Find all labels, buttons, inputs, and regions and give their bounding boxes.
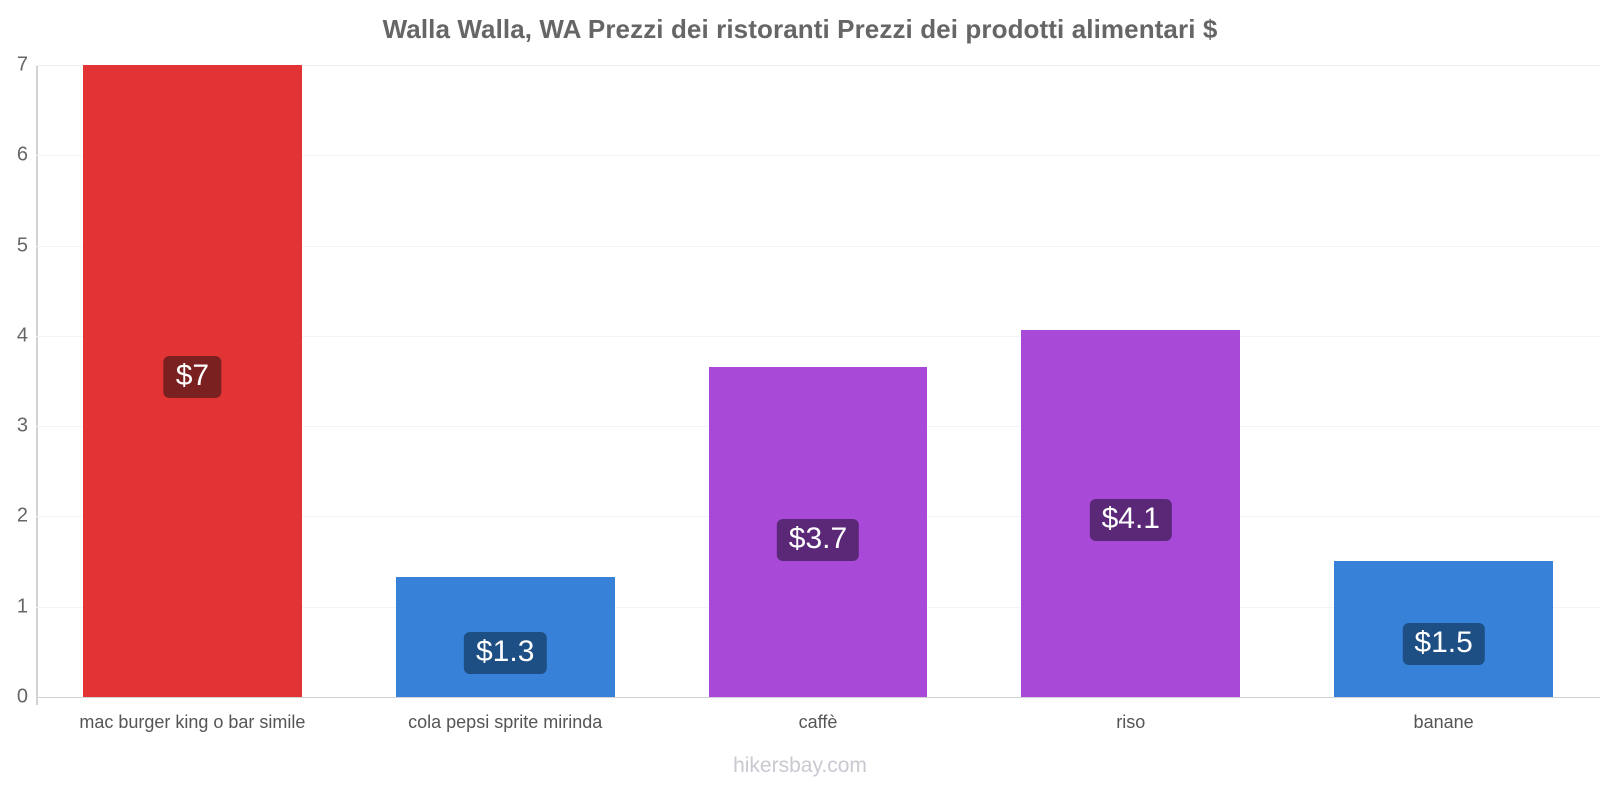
x-tick-label: banane <box>1413 712 1474 732</box>
gridline <box>36 335 1600 337</box>
gridline <box>36 155 1600 157</box>
y-tick-label: 7 <box>16 53 28 76</box>
chart-title: Walla Walla, WA Prezzi dei ristoranti Pr… <box>382 14 1218 44</box>
x-axis-tick-labels: mac burger king o bar simile cola pepsi s… <box>36 712 1600 742</box>
bar-value-label: $1.3 <box>463 632 547 675</box>
y-tick-label: 2 <box>16 504 28 527</box>
gridline <box>36 697 1600 698</box>
y-tick-label: 6 <box>16 143 28 166</box>
bar-value-label: $7 <box>163 355 222 398</box>
y-tick-label: 1 <box>16 595 28 618</box>
bar[interactable]: $3.7 <box>708 366 928 697</box>
bar[interactable]: $1.5 <box>1334 560 1554 697</box>
y-tick-label: 5 <box>16 234 28 257</box>
bar[interactable]: $1.3 <box>395 576 615 697</box>
y-tick-label: 4 <box>16 324 28 347</box>
bar-value-label: $3.7 <box>776 518 860 561</box>
x-tick-label: cola pepsi sprite mirinda <box>408 712 603 732</box>
plot-area: $7 $1.3 $3.7 $4.1 $1.5 <box>36 65 1600 698</box>
y-tick-label: 3 <box>16 414 28 437</box>
x-tick-label: riso <box>1116 712 1146 732</box>
bar-value-label: $1.5 <box>1402 623 1485 666</box>
y-axis-line <box>36 65 38 705</box>
bar[interactable]: $7 <box>82 65 302 697</box>
gridline <box>36 65 1600 66</box>
y-tick-label: 0 <box>16 685 28 708</box>
gridline <box>36 245 1600 247</box>
bar[interactable]: $4.1 <box>1021 330 1241 697</box>
footer-credit: hikersbay.com <box>733 754 867 777</box>
bar-value-label: $4.1 <box>1089 499 1172 542</box>
y-axis-tick-labels: 0 1 2 3 4 5 6 7 <box>0 54 28 708</box>
x-tick-label: caffè <box>798 712 838 732</box>
x-tick-label: mac burger king o bar simile <box>79 712 306 732</box>
